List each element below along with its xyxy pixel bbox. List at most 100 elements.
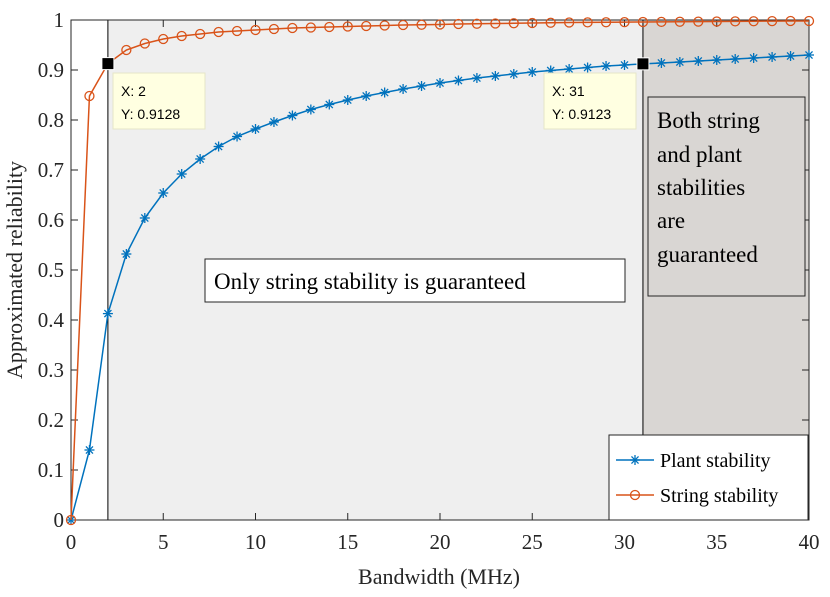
string-stability-point	[803, 15, 815, 27]
x-tick-label: 0	[66, 530, 77, 554]
string-stability-point	[139, 38, 150, 49]
string-stability-point	[65, 514, 77, 526]
both-stable-line-1: Both string	[657, 108, 760, 133]
plant-stability-point	[139, 213, 150, 223]
plant-stability-point	[527, 67, 538, 77]
both-stable-line-5: guaranteed	[657, 242, 758, 267]
string-stability-point	[84, 90, 95, 102]
string-stability-point	[490, 18, 501, 29]
datatip-1-x: X: 2	[121, 83, 146, 99]
legend-plant-marker	[630, 455, 640, 465]
plant-stability-point	[305, 104, 316, 115]
string-stability-point	[416, 19, 427, 30]
x-tick-label: 30	[614, 530, 635, 554]
y-tick-label: 0	[54, 508, 65, 532]
plant-stability-point	[601, 61, 612, 71]
datatip-1-y: Y: 0.9128	[121, 106, 180, 122]
string-stability-point	[213, 26, 224, 38]
string-stability-point	[287, 22, 298, 34]
plant-stability-point	[730, 54, 741, 64]
string-stability-point	[674, 16, 685, 27]
plant-stability-point	[287, 110, 298, 121]
plant-stability-point	[711, 55, 722, 65]
plant-stability-point	[232, 131, 243, 142]
legend-box	[608, 434, 809, 521]
plant-stability-point	[158, 188, 169, 198]
x-tick-label: 15	[337, 530, 358, 554]
string-stability-point	[730, 16, 741, 27]
plant-stability-point	[84, 445, 95, 455]
x-tick-label: 40	[799, 530, 820, 554]
string-stability-point	[471, 18, 483, 29]
datatip-2-box	[543, 72, 637, 130]
string-stability-point	[434, 19, 446, 30]
string-stability-point	[766, 15, 778, 27]
y-tick-label: 0.7	[38, 158, 64, 182]
tick-labels: 0 5 10 15 20 25 30 35 40 0 0.1 0.2 0.3 0.4 0.5 0.6 0.7 0.…	[38, 8, 820, 554]
datatip-marker-1	[101, 57, 115, 71]
x-tick-label: 25	[522, 530, 543, 554]
y-tick-label: 1	[54, 8, 65, 32]
plant-stability-point	[748, 53, 759, 63]
plant-stability-point	[398, 84, 409, 94]
region-annotations: Only string stability is guaranteed Both…	[204, 96, 806, 303]
x-tick-label: 20	[430, 530, 451, 554]
plant-stability-point	[508, 69, 519, 79]
y-tick-label: 0.3	[38, 358, 64, 382]
legend-plant-asterisk	[630, 455, 640, 465]
datatip-2-y: Y: 0.9123	[552, 106, 611, 122]
string-only-annotation-text: Only string stability is guaranteed	[214, 269, 526, 294]
string-stability-point	[305, 22, 317, 33]
x-tick-label: 10	[245, 530, 266, 554]
plant-stability-point	[804, 50, 814, 60]
plant-stability-point	[693, 56, 704, 66]
legend-string-label: String stability	[660, 485, 778, 507]
plant-stability-point	[564, 64, 575, 74]
string-stability-point	[453, 18, 464, 30]
data-series	[65, 15, 815, 526]
plant-stability-point	[121, 249, 132, 259]
plant-stability-point	[785, 51, 796, 61]
string-stability-point	[397, 19, 409, 31]
plant-stability-point	[268, 117, 279, 127]
y-tick-label: 0.2	[38, 408, 64, 432]
plant-stability-point	[490, 71, 501, 81]
y-tick-label: 0.6	[38, 208, 64, 232]
datatip-marker-2	[636, 57, 650, 71]
plant-stability-point	[471, 73, 482, 83]
y-tick-label: 0.8	[38, 108, 64, 132]
plant-stability-point	[102, 308, 113, 319]
y-axis-label: Approximated reliability	[2, 161, 27, 379]
string-stability-point	[176, 30, 187, 42]
plant-stability-point	[453, 75, 464, 86]
plant-stability-point	[435, 78, 445, 88]
string-stability-point	[194, 28, 206, 40]
plant-stability-point	[195, 154, 206, 164]
datatips: X: 2 Y: 0.9128 X: 31 Y: 0.9123	[112, 72, 637, 130]
string-stability-point	[619, 16, 630, 28]
string-stability-point	[268, 23, 280, 35]
legend: Plant stability String stability	[608, 434, 809, 521]
string-stability-point	[231, 25, 243, 37]
both-stable-annotation-box	[647, 96, 806, 297]
string-stability-point	[379, 20, 390, 31]
both-stable-line-2: and plant	[657, 142, 743, 167]
y-tick-label: 0.5	[38, 258, 64, 282]
legend-plant-label: Plant stability	[660, 450, 771, 472]
both-stable-line-4: are	[657, 208, 685, 233]
string-stability-point	[250, 24, 261, 36]
x-tick-label: 35	[706, 530, 727, 554]
plant-stability-point	[342, 95, 353, 105]
plant-stability-point	[582, 62, 593, 73]
string-stability-point	[158, 33, 169, 45]
plant-stability-point	[656, 58, 667, 68]
string-only-annotation-box	[204, 258, 626, 303]
plant-stability-point	[176, 169, 187, 179]
string-stability-point	[656, 16, 667, 28]
string-stability-point	[637, 16, 649, 28]
y-tick-label: 0.9	[38, 58, 64, 82]
plant-stability-point	[767, 52, 778, 62]
plant-stability-point	[674, 57, 685, 67]
series-line-2	[70, 20, 809, 521]
